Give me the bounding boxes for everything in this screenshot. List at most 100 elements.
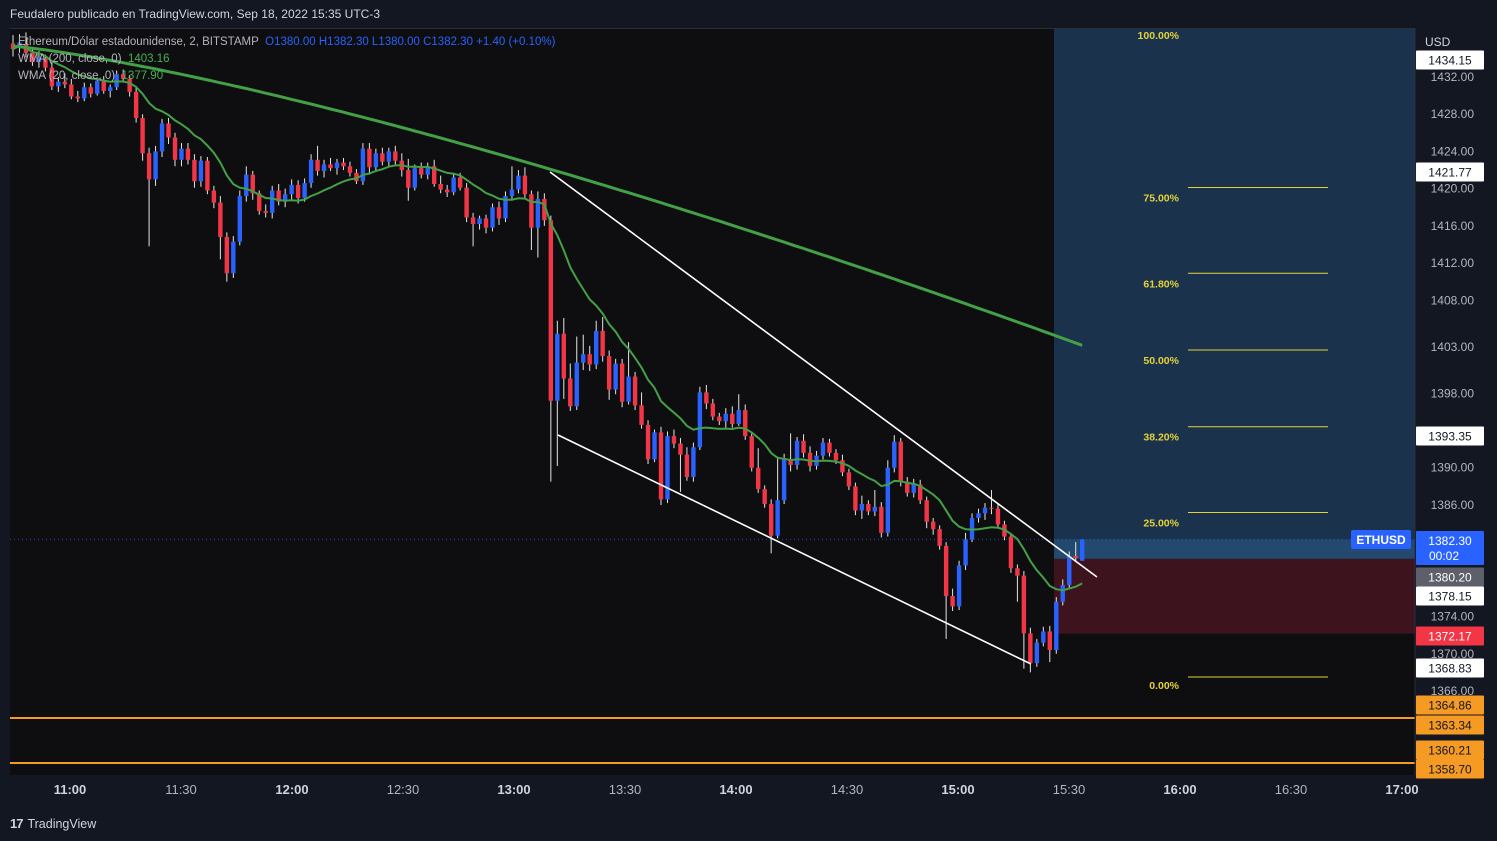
candle-body: [503, 196, 508, 219]
fib-label-5: 25.00%: [1143, 518, 1179, 530]
candle-body: [95, 80, 100, 94]
candle-body: [743, 410, 748, 437]
candle-body: [1034, 642, 1040, 664]
currency-label: USD: [1425, 35, 1451, 49]
legend-ohlc: O1380.00 H1382.30 L1380.00 C1382.30 +1.4…: [265, 36, 556, 48]
candle: [341, 157, 346, 171]
candle-body: [872, 506, 878, 512]
candle: [956, 560, 962, 611]
price-badge: 1364.86: [1416, 695, 1484, 715]
candle: [756, 448, 761, 493]
candle-body: [594, 330, 599, 365]
channel-lower-line: [557, 434, 1032, 665]
candle: [995, 504, 1001, 528]
price-badge-bg: [1416, 759, 1484, 779]
y-tick-label: 1366.00: [1431, 684, 1475, 698]
legend-wma200-label: WMA (200, close, 0): [18, 53, 122, 65]
candle: [820, 437, 826, 460]
candle-body: [665, 436, 670, 500]
candle: [905, 477, 910, 497]
candle: [594, 320, 599, 370]
candle-body: [905, 481, 910, 493]
candle-body: [56, 81, 61, 87]
price-badge-bg: [1416, 162, 1484, 182]
candle-body: [574, 362, 579, 407]
chart-legend: Ethereum/Dólar estadounidense, 2, BITSTA…: [18, 34, 555, 85]
candle-body: [509, 189, 515, 197]
candle-body: [885, 467, 890, 533]
fib-label-3: 50.00%: [1143, 355, 1179, 367]
price-badge: 1363.34: [1416, 715, 1484, 735]
candle-body: [522, 175, 528, 195]
candle-body: [924, 500, 929, 522]
candle-body: [496, 207, 502, 219]
fib-label-0: 100.00%: [1138, 30, 1180, 42]
candle: [1054, 597, 1059, 654]
candle-body: [581, 354, 586, 363]
candle-body: [801, 440, 806, 453]
candle-body: [866, 504, 871, 512]
y-tick-label: 1390.00: [1431, 461, 1475, 475]
candle-body: [548, 220, 554, 401]
candle: [516, 170, 521, 194]
candle-body: [354, 172, 359, 182]
candle: [146, 147, 152, 247]
position-target-zone: [1054, 29, 1415, 540]
position-stop-zone: [1054, 558, 1415, 634]
price-badge: 1421.77: [1416, 162, 1484, 182]
legend-wma200-row[interactable]: WMA (200, close, 0) 1403.16: [18, 51, 555, 68]
candle-body: [833, 452, 839, 461]
price-badge-bg: [1416, 531, 1484, 565]
candle: [555, 320, 560, 466]
candle-body: [380, 153, 385, 162]
candle-body: [840, 460, 845, 473]
price-badge-text: 1393.35: [1428, 430, 1472, 444]
candle-body: [406, 170, 411, 188]
x-tick-label: 16:00: [1163, 782, 1196, 797]
candle: [989, 490, 994, 515]
candle: [270, 185, 275, 219]
x-tick-label: 15:30: [1053, 782, 1086, 797]
candle-body: [419, 168, 424, 175]
y-tick-label: 1408.00: [1431, 293, 1475, 307]
fibonacci-layer: 100.00% 75.00% 61.80% 50.00% 38.20% 25.00% 0.0…: [1138, 30, 1328, 692]
y-tick-label: 1424.00: [1431, 144, 1475, 158]
candle: [930, 517, 936, 535]
candle-body: [179, 148, 184, 160]
candle: [282, 188, 288, 208]
candle: [43, 54, 48, 72]
candle: [859, 495, 865, 519]
candle: [684, 447, 690, 481]
candle-body: [859, 504, 865, 511]
candle: [697, 386, 703, 451]
candle-body: [995, 508, 1001, 525]
y-tick-label: 1403.00: [1431, 340, 1475, 354]
candle: [276, 183, 281, 206]
candle-body: [36, 57, 42, 63]
y-tick-label: 1428.00: [1431, 107, 1475, 121]
candle: [950, 588, 955, 611]
legend-wma20-label: WMA (20, close, 0): [18, 70, 116, 82]
candle: [451, 172, 456, 196]
legend-wma20-row[interactable]: WMA (20, close, 0) 1377.90: [18, 68, 555, 85]
axes-layer: USD 1432.00 1428.00 1424.00 1420.00 1416.00 14…: [10, 28, 1497, 805]
candle-body: [30, 52, 35, 63]
y-tick-label: 1412.00: [1431, 256, 1475, 270]
wma20-line: [12, 44, 1083, 592]
price-badge-bg: [1416, 567, 1484, 587]
candle: [866, 500, 871, 516]
candle-body: [911, 484, 916, 493]
candle: [548, 215, 554, 482]
candle-body: [632, 376, 638, 406]
candle-body: [775, 500, 780, 536]
legend-wma20-value: 1377.90: [121, 70, 164, 82]
candle-body: [846, 472, 852, 487]
candle-body: [244, 174, 249, 197]
candle: [613, 358, 618, 395]
candle-body: [334, 162, 340, 169]
published-header: Feudalero publicado en TradingView.com, …: [0, 0, 1497, 28]
x-tick-label: 11:00: [54, 782, 87, 797]
candle-body: [477, 218, 482, 224]
tradingview-logo[interactable]: 17 TradingView: [10, 816, 96, 831]
